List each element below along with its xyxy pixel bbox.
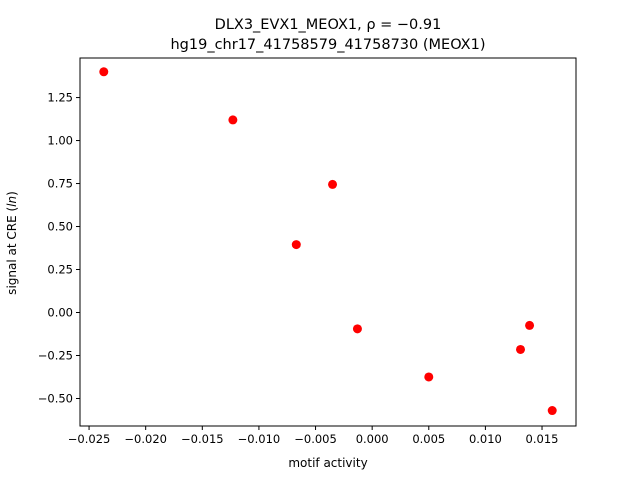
chart-title-line-2: hg19_chr17_41758579_41758730 (MEOX1): [170, 37, 485, 53]
x-tick-label-0: −0.025: [68, 432, 111, 446]
x-axis-label: motif activity: [288, 456, 367, 470]
y-axis-label-text: signal at CRE (: [5, 207, 19, 295]
x-tick-label-6: 0.005: [412, 432, 445, 446]
y-axis-label-unit: ln: [5, 196, 19, 207]
y-tick-label-5: 0.75: [47, 177, 73, 191]
x-tick-label-8: 0.015: [526, 432, 559, 446]
x-tick-label-2: −0.015: [181, 432, 224, 446]
x-tick-label-3: −0.010: [238, 432, 281, 446]
y-tick-label-6: 1.00: [47, 134, 73, 148]
x-tick-label-1: −0.020: [124, 432, 167, 446]
y-tick-label-1: −0.25: [38, 348, 73, 362]
x-tick-label-7: 0.010: [469, 432, 502, 446]
y-axis-label: signal at CRE (ln): [5, 191, 19, 295]
y-tick-label-0: −0.50: [38, 391, 73, 405]
y-tick-label-2: 0.00: [47, 306, 73, 320]
data-point-6: [525, 320, 535, 330]
y-axis-label-close: ): [5, 191, 19, 196]
data-point-3: [291, 240, 301, 250]
data-point-4: [352, 324, 362, 334]
data-point-1: [228, 115, 238, 125]
data-point-0: [99, 67, 109, 77]
y-tick-label-4: 0.50: [47, 220, 73, 234]
data-point-5: [424, 372, 434, 382]
y-tick-label-7: 1.25: [47, 91, 73, 105]
x-tick-label-4: −0.005: [294, 432, 337, 446]
data-point-7: [516, 344, 526, 354]
plot-area: −0.025 −0.020 −0.015 −0.010 −0.005 0.000 0.005…: [38, 57, 577, 446]
chart-title-line-1: DLX3_EVX1_MEOX1, ρ = −0.91: [215, 17, 442, 33]
data-point-8: [547, 406, 557, 416]
plot-frame: [79, 57, 577, 427]
data-point-2: [328, 179, 338, 189]
y-tick-label-3: 0.25: [47, 263, 73, 277]
x-tick-label-5: 0.000: [356, 432, 389, 446]
